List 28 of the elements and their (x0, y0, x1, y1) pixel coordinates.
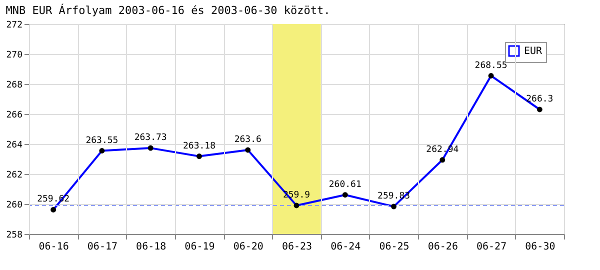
x-tick-label: 06-17 (87, 242, 118, 252)
x-tick-label: 06-25 (379, 242, 410, 252)
legend-label: EUR (524, 46, 544, 57)
y-tick-label: 258 (6, 230, 22, 240)
y-tick-label: 264 (6, 140, 22, 150)
y-tick-label: 270 (6, 50, 22, 60)
y-tick-label: 260 (6, 200, 22, 210)
x-tick-label: 06-18 (136, 242, 166, 252)
chart-title: MNB EUR Árfolyam 2003-06-16 és 2003-06-30 között. (6, 3, 330, 17)
y-tick-label: 266 (6, 110, 22, 120)
x-tick-label: 06-26 (428, 242, 458, 252)
data-label: 268.55 (474, 60, 508, 71)
x-tick-label: 06-20 (233, 242, 264, 252)
x-tick-label: 06-27 (476, 242, 507, 252)
x-tick-label: 06-23 (282, 242, 312, 252)
y-tick-label: 262 (6, 170, 22, 180)
data-label: 266.3 (526, 94, 554, 104)
x-tick-label: 06-24 (330, 242, 361, 252)
data-label: 263.55 (86, 136, 118, 146)
data-label: 263.18 (182, 141, 216, 152)
x-tick-label: 06-19 (184, 242, 215, 252)
x-tick-label: 06-30 (525, 242, 556, 252)
data-label: 263.73 (134, 133, 167, 144)
x-tick-label: 06-16 (38, 242, 69, 252)
y-tick-label: 272 (6, 20, 22, 30)
data-label: 260.61 (328, 180, 362, 190)
data-label: 263.6 (234, 135, 262, 145)
y-tick-label: 268 (6, 80, 22, 90)
